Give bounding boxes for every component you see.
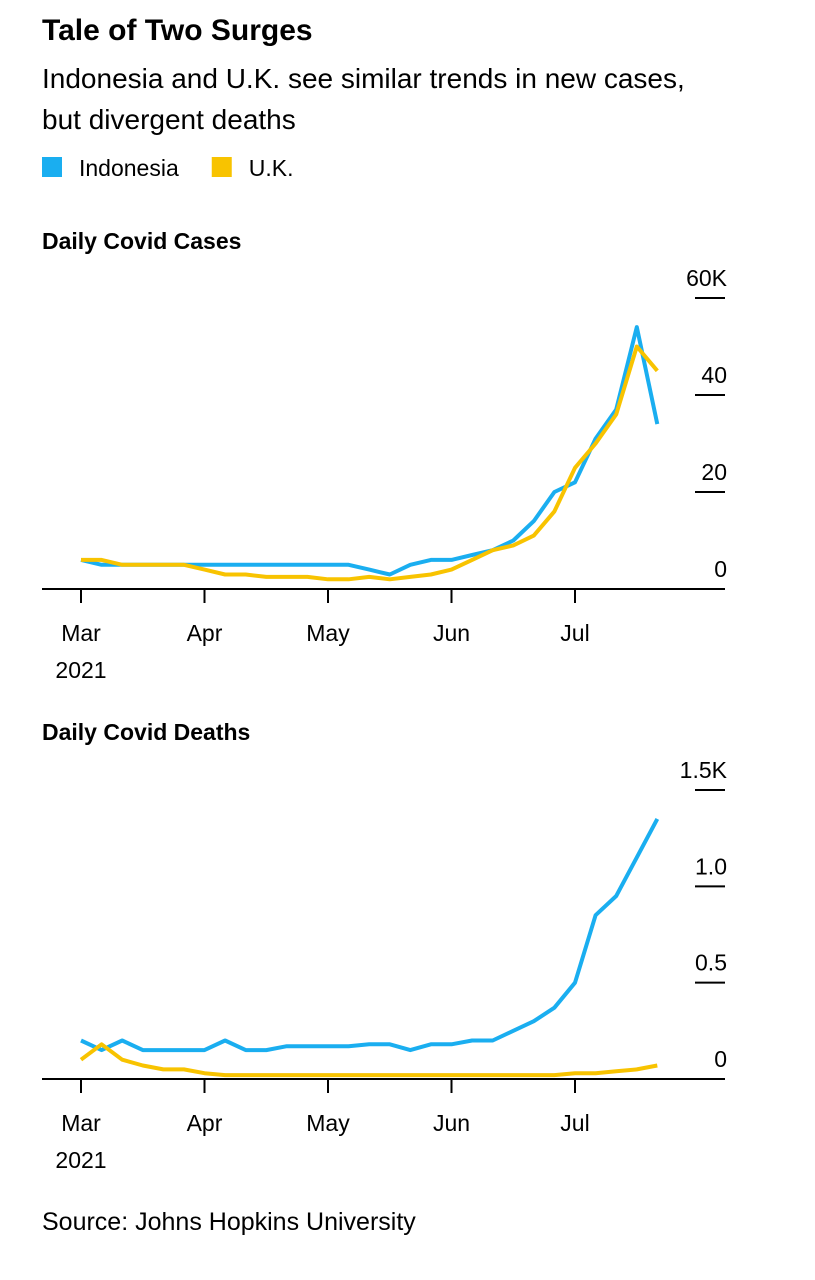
y-tick-label: 0.5 [695, 950, 727, 976]
y-tick-label: 1.0 [695, 853, 727, 879]
title: Tale of Two Surges [42, 14, 313, 47]
legend-label: U.K. [249, 155, 294, 181]
x-tick-label: Jun [433, 1110, 470, 1136]
x-tick-label: Apr [187, 1110, 223, 1136]
x-tick-label: Apr [187, 620, 223, 646]
y-tick-label: 40 [701, 362, 727, 388]
x-tick-label: May [306, 620, 350, 646]
x-tick-label: Jun [433, 620, 470, 646]
series-line [81, 344, 659, 582]
subtitle: Indonesia and U.K. see similar trends in… [42, 63, 685, 135]
panel-title: Daily Covid Deaths [42, 719, 250, 745]
series-line [80, 325, 660, 577]
x-year-label: 2021 [55, 657, 106, 683]
x-tick-label: May [306, 1110, 350, 1136]
legend-label: Indonesia [79, 155, 179, 181]
y-tick-label: 1.5K [680, 757, 728, 783]
legend-swatch [211, 157, 232, 177]
legend-swatch [42, 157, 62, 177]
x-year-label: 2021 [55, 1147, 106, 1173]
panel-title: Daily Covid Cases [42, 228, 241, 254]
series-line [80, 817, 660, 1053]
series-line [79, 1042, 658, 1078]
x-tick-label: Mar [61, 620, 101, 646]
source: Source: Johns Hopkins University [42, 1208, 416, 1236]
x-tick-label: Jul [560, 1110, 589, 1136]
y-tick-label: 0 [714, 1046, 727, 1072]
y-tick-label: 60K [686, 265, 728, 291]
y-tick-label: 0 [714, 556, 727, 582]
x-tick-label: Mar [61, 1110, 101, 1136]
y-tick-label: 20 [701, 459, 727, 485]
x-tick-label: Jul [560, 620, 589, 646]
